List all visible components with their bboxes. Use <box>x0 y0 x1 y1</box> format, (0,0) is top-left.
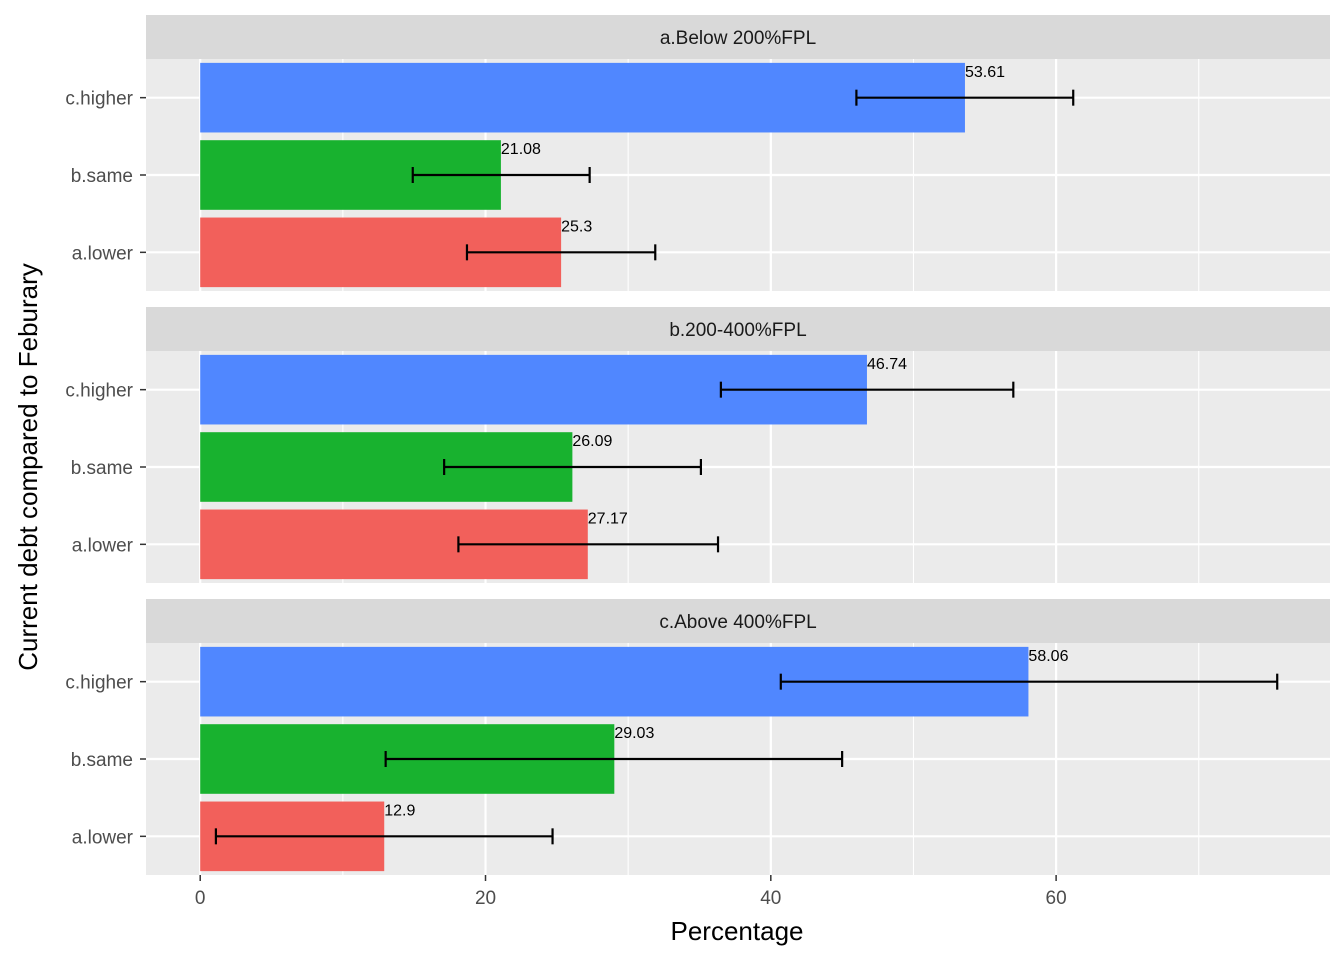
y-axis-title: Current debt compared to Feburary <box>13 263 43 671</box>
bar-c.higher <box>200 62 965 133</box>
error-bar-a.lower <box>214 828 554 845</box>
error-bar-c.higher <box>719 381 1015 398</box>
error-bar-a.lower <box>457 536 720 553</box>
error-bar-c.higher <box>855 89 1075 106</box>
panel-strip <box>146 599 1330 643</box>
panel-3: c.Above 400%FPL 58.06 29.03 12.9 c.higher b.s… <box>65 599 1330 875</box>
data-label-a.lower: 27.17 <box>588 511 628 528</box>
y-tick-label: b.same <box>71 750 133 771</box>
panel-2: b.200-400%FPL 46.74 26.09 27.17 c.higher b.sa… <box>65 307 1330 583</box>
y-tick-label: c.higher <box>65 673 133 694</box>
y-tick-label: a.lower <box>72 243 134 264</box>
y-tick-label: c.higher <box>65 89 133 110</box>
panel-title: a.Below 200%FPL <box>660 28 816 49</box>
data-label-a.lower: 12.9 <box>384 803 415 820</box>
x-tick-label: 20 <box>475 888 496 909</box>
y-tick-label: a.lower <box>72 827 134 848</box>
y-tick-label: b.same <box>71 458 133 479</box>
panel-strip <box>146 307 1330 351</box>
x-tick-label: 60 <box>1046 888 1067 909</box>
data-label-b.same: 29.03 <box>614 725 654 742</box>
y-tick-label: c.higher <box>65 381 133 402</box>
x-axis: 0 20 40 60 <box>195 875 1067 909</box>
panel-title: c.Above 400%FPL <box>659 612 816 633</box>
x-axis-title: Percentage <box>671 916 804 946</box>
y-tick-label: a.lower <box>72 535 134 556</box>
error-bar-b.same <box>384 751 844 767</box>
x-tick-label: 0 <box>195 888 206 909</box>
data-label-c.higher: 53.61 <box>965 64 1005 81</box>
error-bar-b.same <box>443 459 703 475</box>
data-label-c.higher: 46.74 <box>867 356 907 373</box>
error-bar-b.same <box>411 167 591 183</box>
data-label-b.same: 21.08 <box>501 141 541 158</box>
panel-strip <box>146 15 1330 59</box>
error-bar-c.higher <box>779 673 1279 690</box>
panel-1: a.Below 200%FPL 53.61 21.08 25.3 c.higher b.s… <box>65 15 1330 291</box>
y-tick-label: b.same <box>71 166 133 187</box>
data-label-b.same: 26.09 <box>572 433 612 450</box>
data-label-a.lower: 25.3 <box>561 219 592 236</box>
panels-layer: a.Below 200%FPL 53.61 21.08 25.3 c.higher b.s… <box>65 15 1330 875</box>
x-tick-label: 40 <box>760 888 781 909</box>
data-label-c.higher: 58.06 <box>1028 648 1068 665</box>
error-bar-a.lower <box>465 244 657 261</box>
panel-title: b.200-400%FPL <box>669 320 806 341</box>
